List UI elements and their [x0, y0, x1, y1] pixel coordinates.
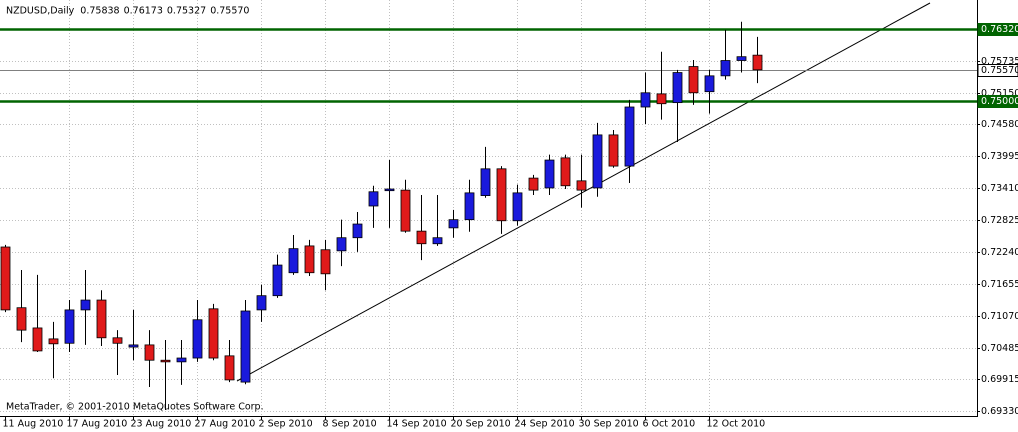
candle-body — [48, 338, 59, 345]
candle-body — [496, 168, 507, 222]
candle-body — [752, 54, 763, 71]
x-tick-label: 14 Sep 2010 — [387, 419, 447, 430]
level-label-box — [977, 23, 1018, 36]
candle-body — [720, 60, 731, 77]
candle-body — [640, 92, 651, 108]
candle-body — [336, 237, 347, 252]
header-value: 0.75838 — [80, 6, 119, 17]
copyright: MetaTrader, © 2001-2010 MetaQuotes Softw… — [6, 402, 264, 413]
x-tick-label: 23 Aug 2010 — [131, 419, 192, 430]
y-tick-label: 0.73410 — [981, 183, 1018, 194]
x-tick-label: 8 Sep 2010 — [323, 419, 377, 430]
y-tick-label: 0.70485 — [981, 343, 1018, 354]
header-value: 0.75570 — [210, 6, 249, 17]
axis: 0.75735 0.75150 0.74580 0.73995 0.73410 0.728… — [3, 23, 1018, 430]
y-tick-label: 0.75735 — [981, 56, 1018, 67]
candle-body — [96, 299, 107, 339]
candle-body — [112, 337, 123, 344]
candle-body — [512, 192, 523, 222]
level-label: 0.75000 — [981, 96, 1018, 107]
x-tick-label: 6 Oct 2010 — [643, 419, 696, 430]
candle-body — [320, 249, 331, 275]
candle-body — [528, 177, 539, 191]
candle-body — [144, 344, 155, 361]
y-tick-label: 0.71070 — [981, 311, 1018, 322]
y-tick-label: 0.73995 — [981, 151, 1018, 162]
candle-body — [352, 223, 363, 239]
candle-body — [80, 299, 91, 311]
candle-body — [448, 219, 459, 229]
symbol-title: NZDUSD,Daily — [6, 6, 75, 17]
candle-body — [464, 192, 475, 221]
candle-body — [672, 72, 683, 104]
candle-body — [592, 134, 603, 189]
y-tick-label: 0.71655 — [981, 279, 1018, 290]
candle-body — [176, 357, 187, 363]
level-label-box — [977, 64, 1018, 77]
candle-body — [608, 134, 619, 167]
candle-body — [704, 75, 715, 93]
y-tick-label: 0.75150 — [981, 88, 1018, 99]
candle-body — [416, 230, 427, 245]
level-label: 0.75570 — [981, 65, 1018, 76]
x-tick-label: 27 Aug 2010 — [195, 419, 256, 430]
y-tick-label: 0.72825 — [981, 215, 1018, 226]
candle-body — [688, 66, 699, 94]
candles — [0, 21, 763, 410]
levels — [0, 28, 977, 103]
y-tick-label: 0.72240 — [981, 247, 1018, 258]
grid — [0, 0, 977, 416]
candle-body — [192, 319, 203, 359]
y-tick-label: 0.69330 — [981, 406, 1018, 417]
trend-line — [236, 2, 931, 382]
x-tick-label: 24 Sep 2010 — [515, 419, 575, 430]
header-values: 0.75838 0.76173 0.75327 0.75570 — [80, 6, 249, 17]
candle-body — [240, 310, 251, 383]
candle-body — [208, 308, 219, 359]
candle-body — [624, 106, 635, 167]
candle-body — [304, 245, 315, 274]
x-tick-label: 30 Sep 2010 — [579, 419, 639, 430]
x-tick-label: 20 Sep 2010 — [451, 419, 511, 430]
header-value: 0.76173 — [124, 6, 163, 17]
candle-body — [224, 355, 235, 381]
candle-body — [736, 56, 747, 61]
level-label: 0.76320 — [981, 24, 1018, 35]
candle-body — [560, 157, 571, 187]
header-value: 0.75327 — [167, 6, 206, 17]
candle-body — [480, 168, 491, 197]
candle-body — [432, 237, 443, 245]
candle-body — [272, 264, 283, 297]
candle-body — [128, 344, 139, 348]
candle-body — [576, 180, 587, 191]
candle-body — [32, 327, 43, 352]
level-label-box — [977, 95, 1018, 108]
candle-body — [16, 307, 27, 331]
candle-body — [544, 159, 555, 189]
candle-body — [288, 248, 299, 274]
x-tick-label: 2 Sep 2010 — [259, 419, 313, 430]
x-tick-label: 17 Aug 2010 — [67, 419, 128, 430]
x-tick-label: 12 Oct 2010 — [707, 419, 766, 430]
candle-body — [256, 295, 267, 311]
candle-body — [384, 188, 395, 192]
x-tick-label: 11 Aug 2010 — [3, 419, 64, 430]
candle-body — [400, 189, 411, 232]
candle-body — [64, 309, 75, 344]
y-tick-label: 0.74580 — [981, 119, 1018, 130]
y-tick-label: 0.69915 — [981, 374, 1018, 385]
candle-body — [0, 246, 11, 311]
candle-body — [656, 93, 667, 105]
candle-body — [368, 191, 379, 207]
candle-body — [160, 359, 171, 363]
